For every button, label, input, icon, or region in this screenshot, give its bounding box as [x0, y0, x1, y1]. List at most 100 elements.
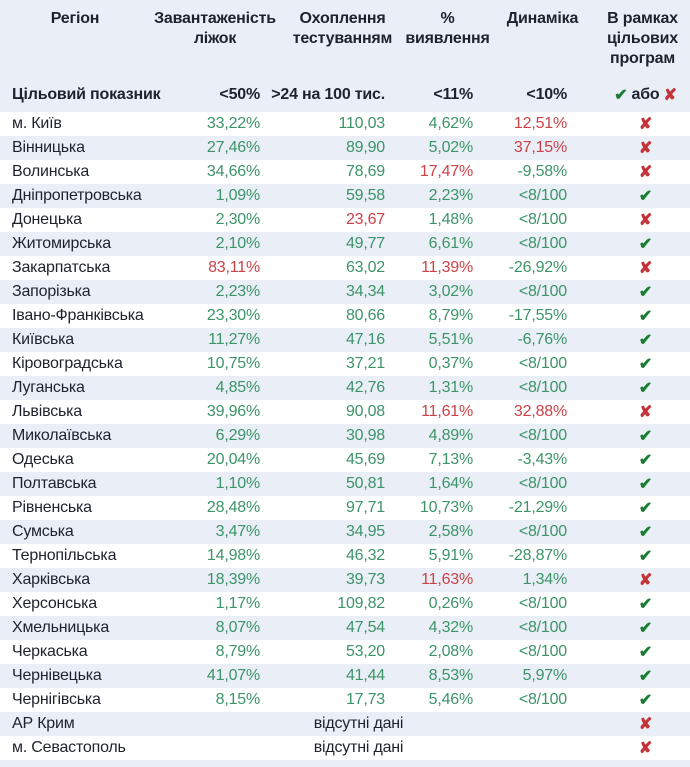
target-bed-occupancy: <50% [219, 86, 260, 103]
detection-rate-value: 2,23% [428, 187, 474, 204]
program-status-cell: ✔ [567, 522, 690, 542]
table-row: Донецька 2,30% 23,67 1,48% <8/100 ✘ [0, 208, 690, 232]
detection-rate-value: 8,79% [428, 307, 474, 324]
detection-rate-value: 2,58% [428, 523, 474, 540]
region-name: Тернопільська [12, 547, 117, 564]
table-row: Тернопільська 14,98% 46,32 5,91% -28,87% ✔ [0, 544, 690, 568]
detection-rate-value: 3,02% [428, 283, 474, 300]
dynamics-value: <8/100 [518, 523, 567, 540]
bed-occupancy-value: 20,04% [206, 451, 260, 468]
table-row: м. Севастополь відсутні дані ✘ [0, 736, 690, 760]
column-header-detection-rate: % виявлення [405, 10, 490, 47]
check-icon: ✔ [638, 236, 653, 253]
testing-coverage-value: 30,98 [345, 427, 385, 444]
dynamics-value: -28,87% [508, 547, 567, 564]
table-row: Вінницька 27,46% 89,90 5,02% 37,15% ✘ [0, 136, 690, 160]
program-status-cell: ✔ [567, 618, 690, 638]
bed-occupancy-value: 1,10% [215, 475, 261, 492]
testing-coverage-value: 50,81 [345, 475, 385, 492]
testing-coverage-value: 39,73 [345, 571, 385, 588]
program-status-cell: ✔ [567, 690, 690, 710]
detection-rate-value: 5,51% [428, 331, 474, 348]
program-status-cell: ✔ [567, 594, 690, 614]
dynamics-value: <8/100 [518, 691, 567, 708]
detection-rate-value: 0,37% [428, 355, 474, 372]
bed-occupancy-value: 33,22% [206, 115, 260, 132]
region-name: Закарпатська [12, 259, 111, 276]
table-row: Закарпатська 83,11% 63,02 11,39% -26,92% ✘ [0, 256, 690, 280]
detection-rate-value: 5,46% [428, 691, 474, 708]
program-status-cell: ✘ [567, 162, 690, 182]
dynamics-value: 1,34% [522, 571, 568, 588]
detection-rate-value: 4,89% [428, 427, 474, 444]
program-status-cell: ✔ [567, 426, 690, 446]
program-status-cell: ✔ [567, 186, 690, 206]
testing-coverage-value: 23,67 [345, 211, 385, 228]
table-row: Чернігівська 8,15% 17,73 5,46% <8/100 ✔ [0, 688, 690, 712]
dynamics-value: 32,88% [513, 403, 567, 420]
cross-icon: ✘ [638, 164, 653, 181]
detection-rate-value: 1,48% [428, 211, 474, 228]
bed-occupancy-value: 2,30% [215, 211, 261, 228]
testing-coverage-value: 90,08 [345, 403, 385, 420]
dynamics-value: 37,15% [513, 139, 567, 156]
testing-coverage-value: 59,58 [345, 187, 385, 204]
dynamics-value: -26,92% [508, 259, 567, 276]
dynamics-value: <8/100 [518, 211, 567, 228]
table-row: Полтавська 1,10% 50,81 1,64% <8/100 ✔ [0, 472, 690, 496]
program-status-cell: ✘ [567, 138, 690, 158]
column-header-dynamics: Динаміка [506, 10, 579, 27]
check-icon: ✔ [638, 356, 653, 373]
testing-coverage-value: 41,44 [345, 667, 385, 684]
region-name: Волинська [12, 163, 90, 180]
program-status-cell: ✔ [567, 498, 690, 518]
check-icon: ✔ [638, 524, 653, 541]
cross-icon: ✘ [638, 212, 653, 229]
bed-occupancy-value: 10,75% [206, 355, 260, 372]
dynamics-value: <8/100 [518, 283, 567, 300]
testing-coverage-value: 42,76 [345, 379, 385, 396]
dynamics-value: -17,55% [508, 307, 567, 324]
check-icon: ✔ [638, 644, 653, 661]
region-name: Чернігівська [12, 691, 101, 708]
dynamics-value: <8/100 [518, 235, 567, 252]
region-name: Херсонська [12, 595, 97, 612]
no-data-label: відсутні дані [313, 715, 404, 732]
region-name: Львівська [12, 403, 82, 420]
check-icon: ✔ [638, 428, 653, 445]
cross-icon: ✘ [638, 572, 653, 589]
cross-icon: ✘ [638, 404, 653, 421]
column-header-testing-coverage: Охоплення тестуванням [292, 10, 393, 47]
region-name: Черкаська [12, 643, 88, 660]
dynamics-value: <8/100 [518, 427, 567, 444]
detection-rate-value: 5,91% [428, 547, 474, 564]
dynamics-value: 12,51% [513, 115, 567, 132]
table-row: Київська 11,27% 47,16 5,51% -6,76% ✔ [0, 328, 690, 352]
testing-coverage-value: 47,16 [345, 331, 385, 348]
target-program-rule: ✔ або ✘ [567, 85, 690, 105]
detection-rate-value: 7,13% [428, 451, 474, 468]
table-row: Чернівецька 41,07% 41,44 8,53% 5,97% ✔ [0, 664, 690, 688]
program-status-cell: ✔ [567, 450, 690, 470]
region-name: м. Севастополь [12, 739, 126, 756]
program-status-cell: ✘ [567, 714, 690, 734]
table-row: Дніпропетровська 1,09% 59,58 2,23% <8/100 ✔ [0, 184, 690, 208]
testing-coverage-value: 109,82 [337, 595, 385, 612]
target-testing-coverage: >24 на 100 тис. [271, 86, 385, 103]
check-icon: ✔ [614, 87, 628, 104]
region-name: Запорізька [12, 283, 91, 300]
program-status-cell: ✔ [567, 378, 690, 398]
check-icon: ✔ [638, 380, 653, 397]
target-dynamics: <10% [526, 86, 567, 103]
bed-occupancy-value: 2,10% [215, 235, 261, 252]
table-row: м. Київ 33,22% 110,03 4,62% 12,51% ✘ [0, 112, 690, 136]
cross-icon: ✘ [638, 116, 653, 133]
region-name: Харківська [12, 571, 90, 588]
testing-coverage-value: 78,69 [345, 163, 385, 180]
testing-coverage-value: 97,71 [345, 499, 385, 516]
program-status-cell: ✘ [567, 570, 690, 590]
dynamics-value: <8/100 [518, 355, 567, 372]
table-body: м. Київ 33,22% 110,03 4,62% 12,51% ✘ Вінницька… [0, 112, 690, 760]
detection-rate-value: 17,47% [419, 163, 473, 180]
